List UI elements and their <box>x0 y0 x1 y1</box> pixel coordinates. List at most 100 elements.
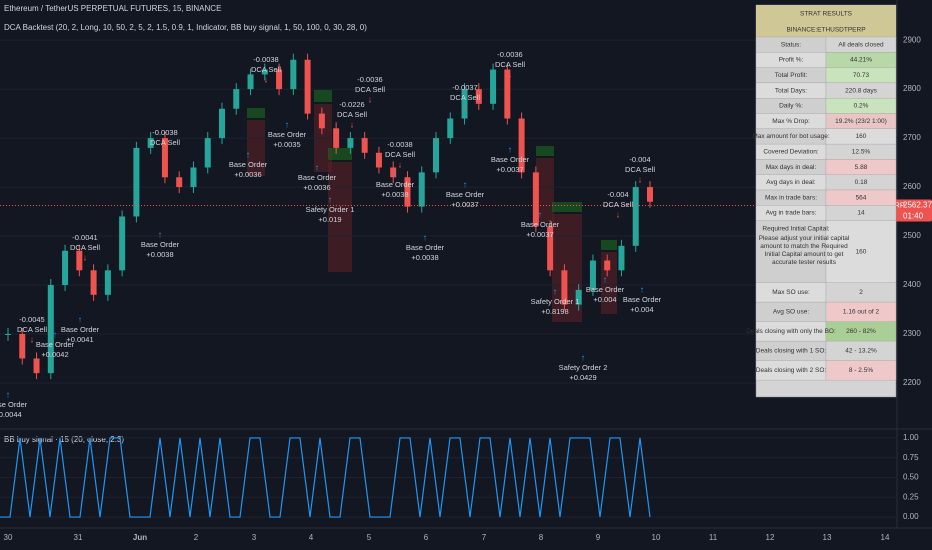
trade-label: +0.019 <box>318 215 341 224</box>
candle <box>247 74 254 90</box>
candle <box>475 89 482 104</box>
trade-label: DCA Sell <box>603 200 633 209</box>
table-value-cell <box>825 220 897 283</box>
candle <box>418 172 425 207</box>
table-label: Total Profit: <box>775 72 808 79</box>
table-value-cell <box>825 360 897 381</box>
trade-label: DCA Sell <box>625 165 655 174</box>
trade-label: Base Order <box>491 155 530 164</box>
table-label: Daily %: <box>779 103 803 110</box>
candle <box>261 69 268 75</box>
table-value: 160 <box>856 133 867 140</box>
indicator-tick-label: 0.25 <box>903 492 919 501</box>
candle <box>33 358 40 374</box>
table-label: Deals closing with only the BO: <box>746 328 836 335</box>
trade-label: +0.0037 <box>496 165 523 174</box>
indicator-tick-label: 0.75 <box>903 453 919 462</box>
price-tick-label: 2700 <box>903 133 921 142</box>
table-value: 160 <box>856 248 867 255</box>
indicator-tick-label: 0.00 <box>903 512 919 521</box>
buy-arrow: ↑ <box>508 144 513 154</box>
trade-label: Safety Order 1 <box>531 297 580 306</box>
trade-label: +0.0036 <box>234 170 261 179</box>
trade-label: DCA Sell <box>17 325 47 334</box>
trade-label: Base Order <box>61 325 100 334</box>
trade-label: -0.0045 <box>19 315 44 324</box>
buy-arrow: ↑ <box>603 274 608 284</box>
strategy-title: DCA Backtest (20, 2, Long, 10, 50, 2, 5,… <box>4 23 367 32</box>
profit-zone <box>247 108 265 118</box>
sell-arrow: ↓ <box>463 102 468 112</box>
candle <box>589 260 596 290</box>
candle <box>147 138 154 148</box>
table-label: Max SO use: <box>772 289 810 296</box>
candle <box>290 59 297 90</box>
trade-label: +0.0035 <box>273 140 300 149</box>
trade-label: -0.004 <box>607 190 628 199</box>
trade-label: Safety Order 2 <box>559 363 608 372</box>
candle <box>504 69 511 119</box>
trade-label: +0.0042 <box>41 350 68 359</box>
buy-arrow: ↑ <box>538 209 543 219</box>
candle <box>90 270 97 295</box>
price-tick-label: 2900 <box>903 35 921 44</box>
table-label: Status: <box>781 41 801 48</box>
table-label: Avg in trade bars: <box>766 210 817 217</box>
sell-arrow: ↓ <box>264 74 269 84</box>
trade-label: DCA Sell <box>385 150 415 159</box>
symbol-title: Ethereum / TetherUS PERPETUAL FUTURES, 1… <box>4 4 221 13</box>
table-value: 1.16 out of 2 <box>843 309 880 316</box>
candle <box>447 118 454 139</box>
time-label: 8 <box>539 533 544 542</box>
table-label: Covered Deviation: <box>763 148 818 155</box>
trade-label: Base Order <box>268 130 307 139</box>
buy-arrow: ↑ <box>423 232 428 242</box>
candle <box>5 333 11 335</box>
candle <box>547 226 554 271</box>
candle <box>518 118 525 173</box>
time-label: 31 <box>74 533 83 542</box>
profit-zone <box>314 90 332 102</box>
trade-label: -0.004 <box>629 155 650 164</box>
buy-arrow: ↑ <box>6 389 11 399</box>
candle <box>104 270 111 295</box>
trade-label: DCA Sell <box>495 60 525 69</box>
table-value: 0.18 <box>855 179 868 186</box>
candle <box>433 138 439 173</box>
time-label: Jun <box>133 533 147 542</box>
trade-label: -0.0038 <box>253 55 278 64</box>
trade-label: +0.0036 <box>303 183 330 192</box>
trade-label: -0.0036 <box>497 50 522 59</box>
trade-label: +0.0038 <box>411 253 438 262</box>
table-value: 2 <box>859 289 863 296</box>
table-subtitle: BINANCE:ETHUSDTPERP <box>786 27 865 34</box>
trade-label: -0.0038 <box>387 140 412 149</box>
candle <box>47 285 54 374</box>
trade-label: DCA Sell <box>337 110 367 119</box>
price-tick-label: 2300 <box>903 329 921 338</box>
trade-label: +0.0038 <box>146 250 173 259</box>
signal-line <box>0 437 651 518</box>
candle <box>618 245 625 271</box>
candle <box>233 89 240 109</box>
loss-zone <box>247 120 265 176</box>
trade-label: Base Order <box>406 243 445 252</box>
price-tick-label: 2400 <box>903 280 921 289</box>
table-label: Max % Drop: <box>772 118 810 125</box>
candle <box>490 69 497 104</box>
buy-arrow: ↑ <box>53 329 58 339</box>
candle <box>318 113 325 129</box>
table-title: STRAT RESULTS <box>800 11 853 18</box>
trade-label: DCA Sell <box>355 85 385 94</box>
table-title-cell <box>756 5 896 37</box>
table-value: 14 <box>857 210 865 217</box>
sell-arrow: ↓ <box>30 334 35 344</box>
trade-label: +0.004 <box>630 305 653 314</box>
table-value: 70.73 <box>853 72 870 79</box>
time-label: 9 <box>596 533 601 542</box>
candle <box>190 167 197 188</box>
loss-zone <box>536 158 554 222</box>
trade-label: Base Order <box>446 190 485 199</box>
candle <box>532 172 539 227</box>
